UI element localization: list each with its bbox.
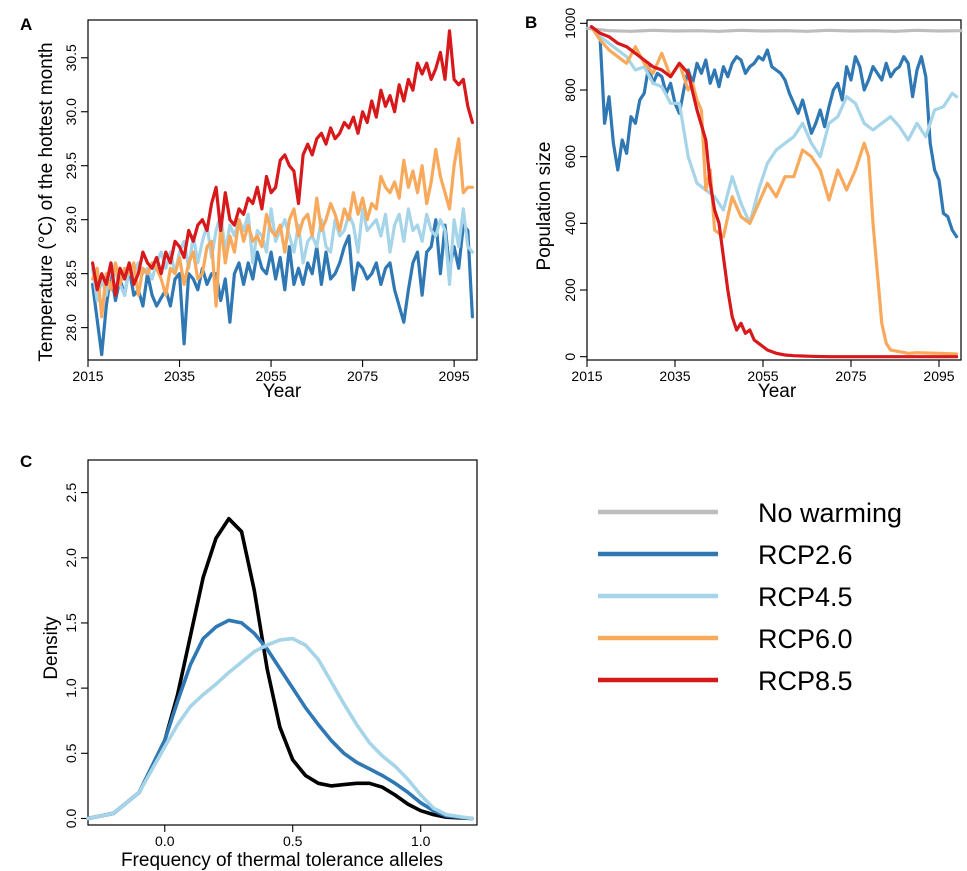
y-tick-label: 2.5 [63,483,79,503]
series-line-rcp6-0 [589,25,959,356]
y-tick-label: 28.5 [63,260,79,287]
legend-label-rcp8-5: RCP8.5 [758,666,853,696]
panel-b-letter: B [525,13,537,32]
y-tick-label: 30.0 [63,98,79,125]
y-tick-label: 28.0 [63,314,79,341]
panel-b-y-label: Population size [534,142,555,271]
legend-label-rcp4-5: RCP4.5 [758,582,853,612]
x-tick-label: 2035 [164,368,195,384]
panel-c-frame [87,459,478,826]
x-tick-label: 2095 [923,368,954,384]
legend-label-rcp6-0: RCP6.0 [758,624,853,654]
x-tick-label: 2015 [72,368,103,384]
y-tick-label: 0.5 [63,743,79,763]
series-line-rcp4-5 [589,25,959,225]
series-line-initial [86,516,474,821]
series-line-rcp4-5 [86,636,474,821]
panel-b-y-ticks: 0 200 400 600 800 1000 [562,8,587,361]
series-line-rcp6-0 [90,137,474,319]
y-tick-label: 600 [562,145,578,169]
panel-a-x-ticks: 2015 2035 2055 2075 2095 [72,360,470,384]
panel-b: B 2015 2035 2055 2075 2095 0 200 400 600 800 1000… [525,8,963,402]
y-tick-label: 1.0 [63,678,79,698]
legend: No warming RCP2.6 RCP4.5 RCP6.0 RCP8.5 [598,498,902,696]
panel-a-frame [87,19,478,361]
panel-c-series [86,516,474,821]
panel-b-series [585,25,963,359]
x-tick-label: 2035 [659,368,690,384]
x-tick-label: 1.0 [411,833,431,849]
panel-a-y-label: Temperature (°C) of the hottest month [36,42,57,361]
series-line-rcp8-5 [90,29,474,297]
series-line-rcp8-5 [589,25,959,359]
y-tick-label: 30.5 [63,44,79,71]
panel-b-frame [586,19,962,361]
panel-c-x-label: Frequency of thermal tolerance alleles [121,850,443,871]
x-tick-label: 2055 [255,368,286,384]
series-line-rcp2-6 [90,218,474,357]
panel-c-y-ticks: 0.0 0.5 1.0 1.5 2.0 2.5 [63,483,88,829]
series-line-rcp2-6 [589,25,959,239]
x-tick-label: 0.5 [283,833,303,849]
x-tick-label: 2015 [571,368,602,384]
panel-c-y-label: Density [41,616,62,680]
y-tick-label: 1000 [562,8,578,39]
y-tick-label: 800 [562,78,578,102]
y-tick-label: 0.0 [63,809,79,829]
x-tick-label: 2075 [347,368,378,384]
y-tick-label: 29.0 [63,206,79,233]
panel-c-x-ticks: 0.0 0.5 1.0 [155,825,431,849]
panel-c: C 0.0 0.5 1.0 0.0 0.5 1.0 1.5 2.0 2.5 Frequency… [20,452,478,871]
y-tick-label: 1.5 [63,613,79,633]
series-line-no-warming [585,26,963,33]
legend-label-no-warming: No warming [758,498,902,528]
y-tick-label: 2.0 [63,548,79,568]
panel-a-letter: A [20,15,32,34]
x-tick-label: 2075 [835,368,866,384]
panel-c-letter: C [20,452,32,471]
panel-a: A 2015 2035 2055 2075 2095 28.0 28.5 29.0 29.5 3… [20,15,478,402]
legend-label-rcp2-6: RCP2.6 [758,540,853,570]
x-tick-label: 2055 [747,368,778,384]
panel-b-x-ticks: 2015 2035 2055 2075 2095 [571,360,955,384]
y-tick-label: 400 [562,211,578,235]
panel-a-series [90,29,474,357]
panel-a-y-ticks: 28.0 28.5 29.0 29.5 30.0 30.5 [63,44,88,341]
x-tick-label: 0.0 [155,833,175,849]
y-tick-label: 200 [562,278,578,302]
series-line-rcp2-6 [86,618,474,821]
y-tick-label: 0 [562,353,578,361]
x-tick-label: 2095 [439,368,470,384]
panel-b-x-label: Year [758,381,797,402]
y-tick-label: 29.5 [63,152,79,179]
panel-a-x-label: Year [263,381,302,402]
